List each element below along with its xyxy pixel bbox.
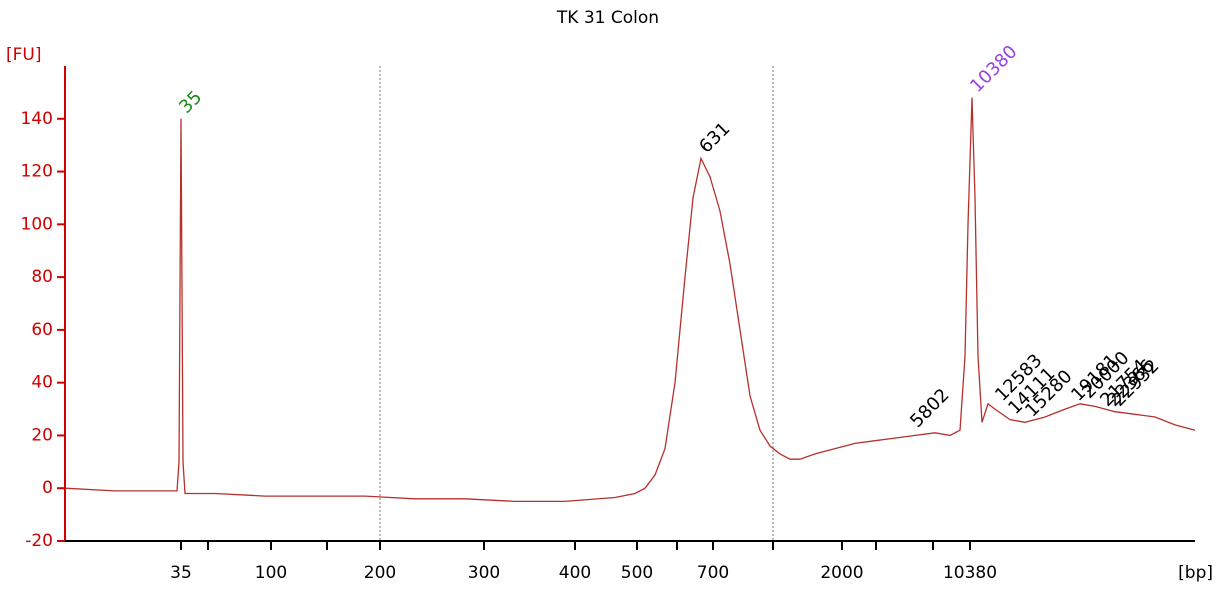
peak-label: 5802 (906, 385, 953, 432)
peak-label: 10380 (966, 41, 1021, 96)
y-tick-label: 100 (21, 214, 53, 234)
y-tick-label: 40 (31, 373, 53, 393)
y-tick-label: 120 (21, 162, 53, 182)
x-tick-label: 2000 (820, 563, 863, 583)
y-tick-label: -20 (25, 531, 53, 551)
x-tick-label: 35 (170, 563, 192, 583)
x-tick-label: 700 (697, 563, 729, 583)
y-tick-label: 80 (31, 267, 53, 287)
y-tick-label: 0 (42, 478, 53, 498)
x-tick-label: 300 (468, 563, 500, 583)
y-tick-label: 20 (31, 425, 53, 445)
x-tick-label: 400 (559, 563, 591, 583)
chart-title: TK 31 Colon (556, 8, 659, 28)
y-axis-label: [FU] (6, 45, 42, 65)
x-tick-label: 10380 (943, 563, 997, 583)
x-tick-label: 200 (364, 563, 396, 583)
x-tick-label: 100 (255, 563, 287, 583)
y-tick-label: 140 (21, 109, 53, 129)
trace-line (64, 97, 1196, 503)
x-axis-label: [bp] (1178, 563, 1213, 583)
peak-label: 631 (695, 118, 734, 157)
peak-label: 35 (175, 87, 206, 118)
y-tick-label: 60 (31, 320, 53, 340)
x-tick-label: 500 (621, 563, 653, 583)
